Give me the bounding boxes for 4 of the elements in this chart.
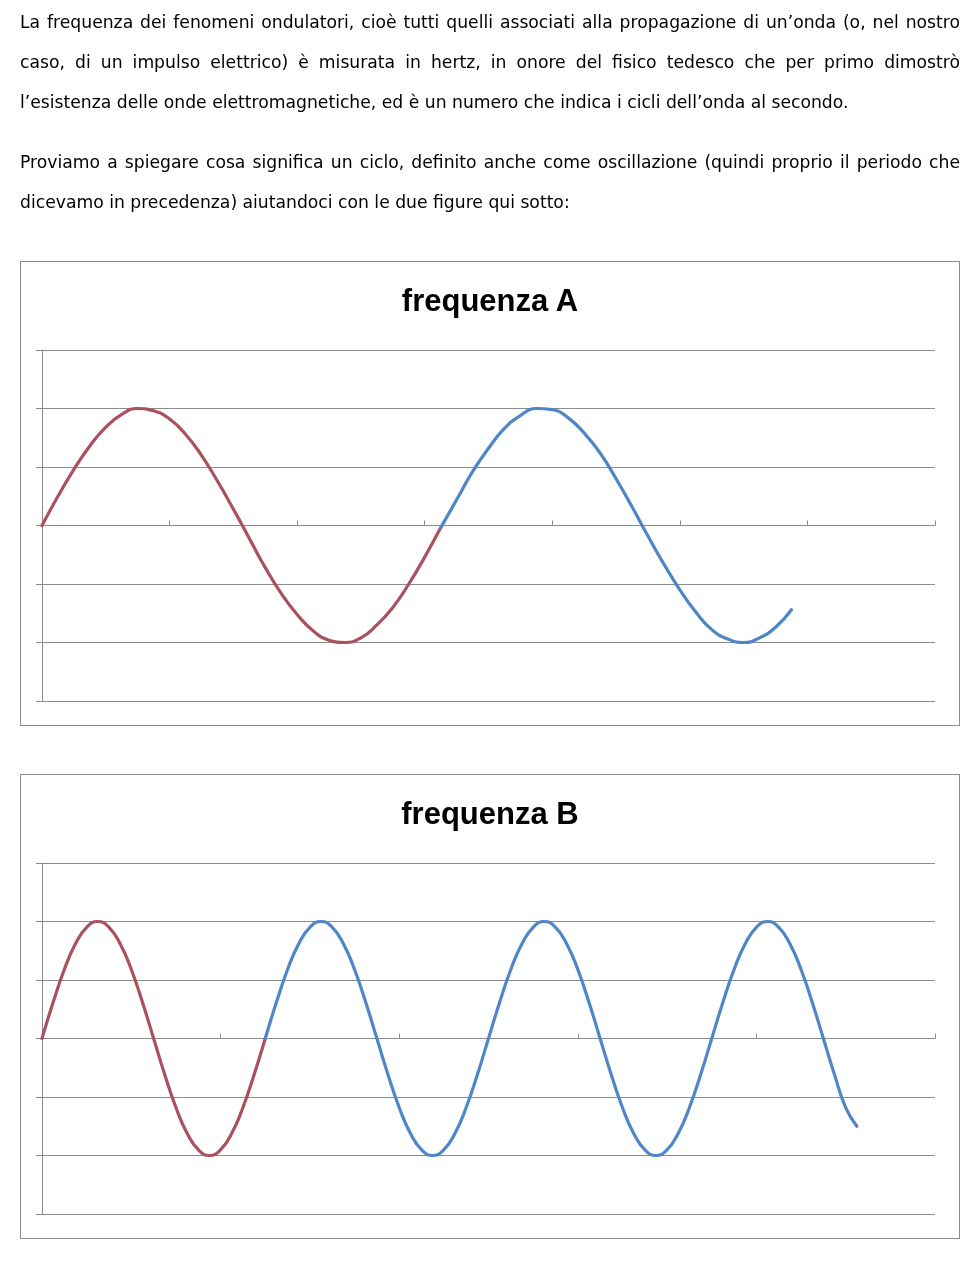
text: Proviamo a spiegare cosa significa un ciclo, definito anche come oscillazione (quindi proprio il periodo che dicevamo in precedenza) aiutandoci con le due figure qui sotto:: [20, 151, 960, 214]
chart-title: frequenza B: [401, 796, 579, 831]
chart-title: frequenza A: [401, 283, 579, 318]
text: La frequenza dei fenomeni ondulatori, cioè tutti quelli associati alla propagazione di un’onda (o, nel nostro caso, di un impulso elettrico) è misurata in hertz, in onore del fisico tedesco che per primo dimostrò l’esistenza delle onde elettromagnetiche, ed è un numero che indica i cicli dell’onda al secondo.: [20, 11, 960, 114]
